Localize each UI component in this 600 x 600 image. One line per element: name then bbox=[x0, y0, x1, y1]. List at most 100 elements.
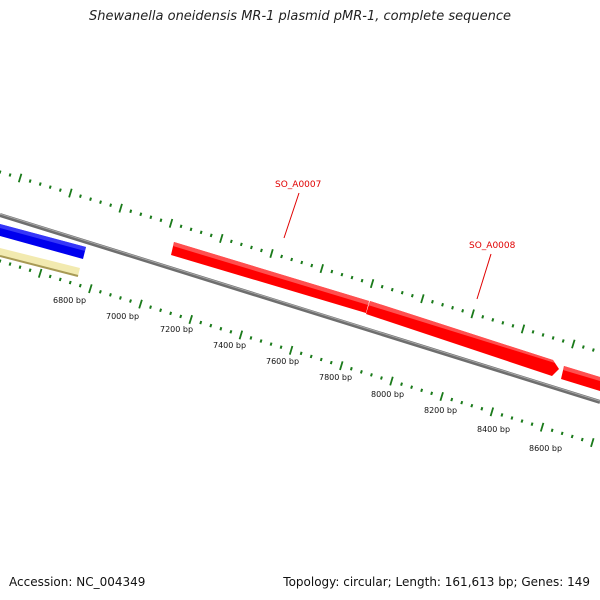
minor-tick bbox=[470, 403, 474, 408]
ruler-label: 8000 bp bbox=[371, 390, 404, 399]
minor-tick bbox=[310, 263, 314, 268]
gene-SO_A0007[interactable] bbox=[171, 242, 369, 313]
major-tick bbox=[269, 248, 274, 259]
gene-partial-right[interactable] bbox=[561, 366, 600, 391]
minor-tick bbox=[199, 230, 203, 235]
minor-tick bbox=[189, 227, 193, 232]
minor-tick bbox=[149, 305, 152, 309]
minor-tick bbox=[129, 299, 132, 303]
minor-tick bbox=[380, 284, 384, 289]
minor-tick bbox=[520, 419, 524, 423]
major-tick bbox=[168, 218, 174, 228]
minor-tick bbox=[380, 376, 383, 380]
major-tick bbox=[88, 284, 93, 294]
minor-tick bbox=[229, 239, 233, 244]
minor-tick bbox=[229, 329, 233, 334]
minor-tick bbox=[250, 245, 253, 250]
minor-tick bbox=[199, 320, 203, 325]
minor-tick bbox=[260, 248, 263, 253]
minor-tick bbox=[349, 366, 353, 371]
minor-tick bbox=[530, 422, 534, 426]
major-tick bbox=[68, 188, 73, 198]
major-tick bbox=[520, 324, 526, 334]
major-tick bbox=[238, 330, 244, 340]
minor-tick bbox=[28, 179, 32, 183]
minor-tick bbox=[269, 342, 273, 346]
major-tick bbox=[539, 422, 545, 432]
ruler-label: 7600 bp bbox=[266, 357, 299, 366]
minor-tick bbox=[68, 280, 72, 285]
minor-tick bbox=[159, 218, 163, 223]
minor-tick bbox=[0, 259, 2, 263]
minor-tick bbox=[219, 326, 223, 331]
minor-tick bbox=[441, 302, 444, 307]
gene-yellow-feature[interactable] bbox=[0, 248, 80, 277]
gene-label-SO_A0007[interactable]: SO_A0007 bbox=[275, 180, 321, 190]
minor-tick bbox=[451, 305, 454, 310]
minor-tick bbox=[249, 336, 253, 340]
ruler-label: 6800 bp bbox=[53, 296, 86, 305]
minor-tick bbox=[78, 283, 82, 288]
gene-SO_A0008[interactable] bbox=[366, 301, 559, 376]
minor-tick bbox=[79, 194, 82, 198]
minor-tick bbox=[209, 233, 213, 238]
major-tick bbox=[188, 314, 193, 325]
minor-tick bbox=[159, 308, 163, 313]
inner-tick-ring bbox=[0, 259, 595, 448]
minor-tick bbox=[340, 272, 344, 277]
minor-tick bbox=[309, 354, 313, 359]
major-tick bbox=[219, 233, 224, 243]
minor-tick bbox=[290, 257, 294, 262]
backbone bbox=[0, 213, 600, 404]
minor-tick bbox=[169, 311, 173, 316]
minor-tick bbox=[350, 275, 354, 280]
minor-tick bbox=[329, 360, 333, 365]
minor-tick bbox=[299, 351, 303, 356]
minor-tick bbox=[98, 289, 102, 294]
minor-tick bbox=[8, 173, 12, 177]
minor-tick bbox=[109, 203, 113, 207]
minor-tick bbox=[28, 268, 32, 273]
minor-tick bbox=[591, 348, 595, 352]
minor-tick bbox=[430, 391, 434, 396]
minor-tick bbox=[570, 434, 574, 439]
minor-tick bbox=[179, 224, 183, 229]
minor-tick bbox=[410, 293, 414, 298]
major-tick bbox=[288, 345, 294, 355]
minor-tick bbox=[390, 287, 394, 292]
minor-tick bbox=[481, 315, 485, 319]
minor-tick bbox=[109, 293, 112, 297]
ruler-label: 7800 bp bbox=[319, 373, 352, 382]
minor-tick bbox=[491, 317, 495, 322]
accession-text: Accession: NC_004349 bbox=[9, 575, 146, 589]
minor-tick bbox=[460, 400, 464, 405]
minor-tick bbox=[501, 321, 505, 325]
minor-tick bbox=[550, 428, 554, 433]
gene-label-SO_A0008[interactable]: SO_A0008 bbox=[469, 241, 516, 251]
gene-blue-feature[interactable] bbox=[0, 224, 86, 259]
minor-tick bbox=[400, 290, 404, 295]
minor-tick bbox=[480, 406, 484, 411]
minor-tick bbox=[319, 357, 323, 362]
minor-tick bbox=[129, 209, 133, 214]
major-tick bbox=[17, 173, 23, 183]
minor-tick bbox=[239, 242, 243, 247]
minor-tick bbox=[48, 274, 52, 279]
major-tick bbox=[439, 391, 444, 402]
minor-tick bbox=[0, 170, 2, 174]
minor-tick bbox=[410, 385, 414, 390]
minor-tick bbox=[300, 260, 304, 265]
minor-tick bbox=[420, 388, 424, 393]
ruler-label: 8400 bp bbox=[477, 425, 510, 434]
minor-tick bbox=[560, 431, 564, 436]
minor-tick bbox=[259, 339, 263, 343]
minor-tick bbox=[149, 215, 153, 220]
ruler-label: 7400 bp bbox=[213, 341, 246, 350]
major-tick bbox=[319, 263, 324, 274]
major-tick bbox=[369, 279, 375, 289]
major-tick bbox=[489, 407, 495, 417]
minor-tick bbox=[500, 413, 504, 417]
minor-tick bbox=[360, 278, 364, 283]
minor-tick bbox=[580, 437, 584, 442]
